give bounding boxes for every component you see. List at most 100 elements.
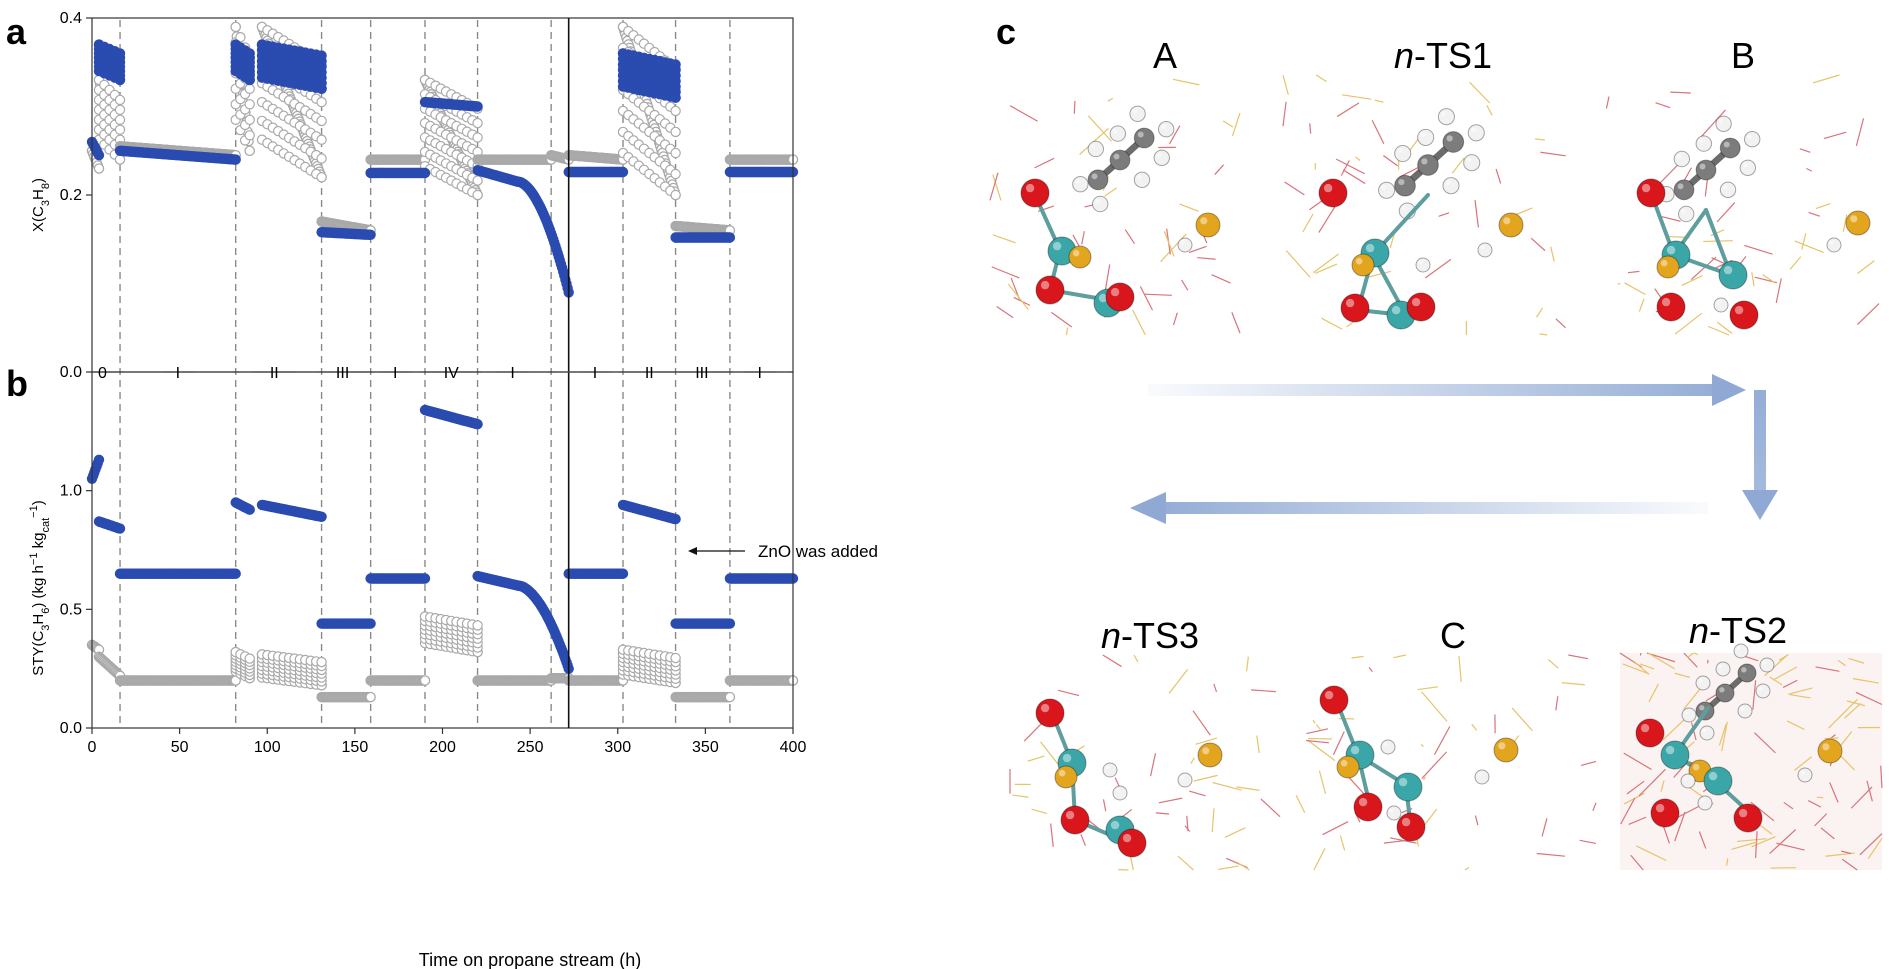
framework-line [1880,765,1883,789]
framework-line [1173,78,1200,86]
framework-line [1617,282,1621,285]
framework-line [1686,652,1694,659]
framework-line [1231,312,1241,334]
atom [1319,685,1349,715]
chart-a-grey-point [114,124,126,135]
framework-line [1547,658,1559,669]
framework-line [1623,752,1652,771]
atom [1681,707,1697,723]
atom-highlight [1113,153,1120,160]
framework-line [1351,655,1364,659]
atom-highlight [1355,257,1363,265]
framework-line [1195,737,1218,745]
atom [1054,765,1078,789]
atom-highlight [1110,287,1120,297]
atom-highlight [1358,797,1368,807]
arrow-down [1742,390,1778,520]
framework-line [1782,679,1798,688]
framework-line [1408,138,1419,152]
chart-b-blue-point [724,618,736,629]
framework-line [1193,774,1218,782]
chart-a-blue-point [93,149,105,161]
atom-highlight [1480,245,1485,250]
atom-highlight [1202,747,1210,755]
framework-line [1315,263,1338,274]
framework-line [1776,842,1805,851]
framework-line [1787,687,1813,695]
framework-line [1842,214,1848,233]
framework-line [1670,91,1691,94]
atom-highlight [1402,205,1407,211]
atom [1759,657,1775,673]
atom [1351,253,1375,277]
atom [1195,212,1221,238]
chart-a-grey-point [114,94,126,106]
framework-line [1065,327,1069,336]
atom [1493,737,1519,763]
framework-line [1622,663,1649,675]
framework-line [989,172,999,201]
stage-label: III [695,365,708,382]
atom [1102,762,1118,778]
chart-a-grey-point [244,145,255,156]
framework-line [1389,837,1417,844]
atom-highlight [1698,138,1704,144]
framework-line [1859,833,1883,856]
framework-line [1737,838,1767,843]
atom [1715,683,1735,703]
atom [1129,105,1146,123]
panel-label-c: c [996,11,1016,52]
framework-line [1189,790,1206,797]
atom-highlight [1340,759,1348,767]
framework-line [1639,663,1655,670]
framework-line [1555,318,1566,329]
framework-line [1295,794,1306,813]
chart-b-xtick-label: 300 [604,739,631,756]
atom-highlight [1040,703,1050,713]
framework-line [1421,691,1448,722]
atom [1035,275,1065,305]
framework-line [1535,307,1543,318]
framework-line [1794,756,1813,771]
atom [1394,174,1416,197]
atom-highlight [1025,183,1035,193]
framework-line [1857,303,1880,326]
molecular-structures [989,74,1883,871]
framework-line [1050,823,1054,847]
chart-b-ytick-label: 0.0 [60,720,82,737]
chart-a-grey-point [670,105,681,117]
framework-line [1837,659,1847,667]
atom-highlight [1401,817,1411,827]
framework-line [1188,245,1207,254]
atom [1396,812,1426,842]
atom-highlight [1666,245,1676,255]
framework-line [1031,808,1047,815]
framework-line [1374,99,1384,103]
framework-line [1282,101,1287,127]
framework-line [1660,215,1681,222]
framework-line [1186,815,1189,832]
atom-highlight [1095,198,1100,204]
framework-line [1655,102,1671,109]
atom-highlight [1718,664,1723,669]
atom [1718,260,1748,290]
framework-line [1417,686,1439,691]
framework-line [1197,256,1216,260]
atom [1020,178,1050,208]
framework-line [1474,200,1480,228]
framework-line [1707,325,1730,336]
chart-a-blue-point [419,167,431,179]
framework-line [1638,298,1645,312]
chart-b-blue-point [419,573,431,584]
framework-line [1389,233,1395,249]
atom [1117,828,1147,858]
atom-highlight [1098,293,1108,303]
framework-line [1699,109,1726,139]
chart-b-blue-point [230,568,241,579]
atom-highlight [1640,723,1650,733]
structure-label-n-TS1: n-TS1 [1394,35,1492,76]
atom-highlight [1420,132,1426,137]
atom [1415,257,1431,273]
framework-line [1718,723,1727,746]
framework-line [1211,808,1215,833]
